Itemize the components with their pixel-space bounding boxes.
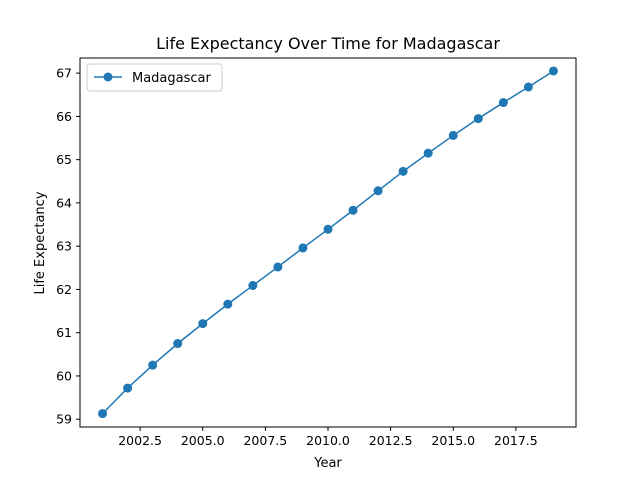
legend-point-marker [103, 72, 113, 82]
x-axis: 2002.5 2005.0 2007.5 2010.0 2012.5 2015.0 2017… [118, 427, 538, 448]
data-point [148, 360, 158, 370]
y-tick-label: 60 [56, 368, 72, 383]
y-tick-label: 65 [56, 152, 72, 167]
data-point [398, 166, 408, 176]
y-axis-label: Life Expectancy [33, 191, 48, 294]
y-tick-label: 62 [56, 282, 72, 297]
data-point [198, 319, 208, 329]
legend-box [86, 63, 223, 92]
y-axis: 59 60 61 62 63 64 65 66 67 [56, 66, 80, 427]
data-point [123, 383, 133, 393]
y-tick-label: 64 [56, 195, 72, 210]
data-point [223, 299, 233, 309]
legend: Madagascar [86, 63, 223, 92]
data-point [98, 409, 108, 419]
data-point [373, 186, 383, 196]
x-tick-label: 2002.5 [118, 433, 162, 448]
x-tick-label: 2017.5 [494, 433, 538, 448]
data-point [323, 224, 333, 234]
x-tick-label: 2010.0 [306, 433, 350, 448]
x-tick-label: 2005.0 [181, 433, 225, 448]
data-point [298, 243, 308, 253]
data-point [273, 262, 283, 272]
data-point [523, 82, 533, 92]
y-tick-label: 66 [56, 109, 72, 124]
data-point [423, 148, 433, 158]
plot-area [79, 57, 577, 428]
x-axis-label: Year [313, 456, 342, 471]
data-point [173, 339, 183, 349]
data-point [548, 66, 558, 76]
x-tick-label: 2007.5 [243, 433, 287, 448]
y-tick-label: 59 [56, 412, 72, 427]
legend-entry-madagascar: Madagascar [132, 71, 212, 86]
y-tick-label: 61 [56, 325, 72, 340]
x-tick-label: 2015.0 [431, 433, 475, 448]
data-point [248, 281, 258, 291]
data-point [498, 98, 508, 108]
chart-title: Life Expectancy Over Time for Madagascar [156, 34, 500, 53]
y-tick-label: 67 [56, 66, 72, 81]
y-tick-label: 63 [56, 239, 72, 254]
x-tick-label: 2012.5 [369, 433, 413, 448]
data-point [348, 205, 358, 215]
data-point [473, 114, 483, 124]
data-point [448, 130, 458, 140]
